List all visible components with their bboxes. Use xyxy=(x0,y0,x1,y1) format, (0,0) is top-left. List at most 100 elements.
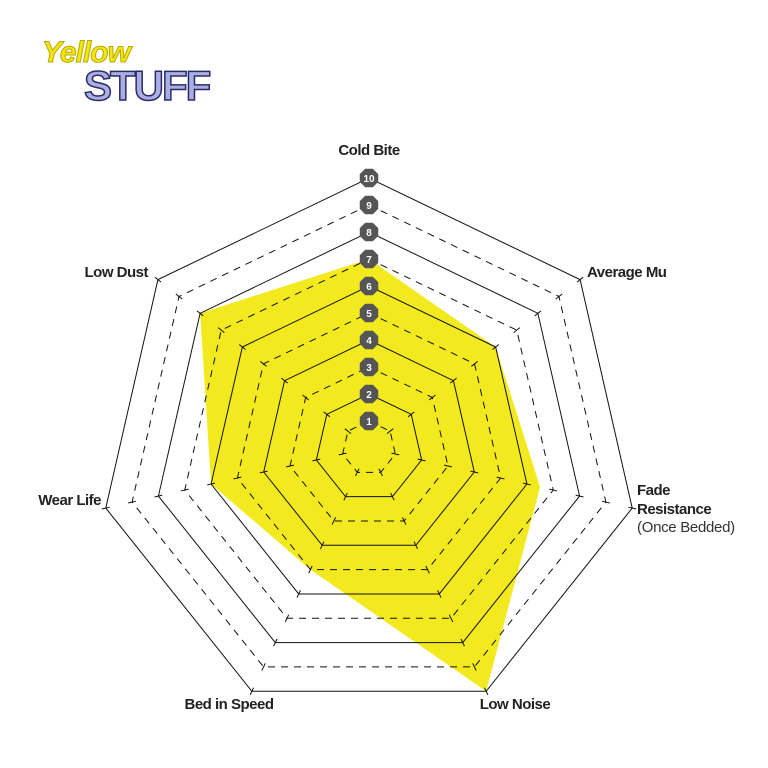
tick-badge xyxy=(359,411,379,431)
spoke-tick xyxy=(281,377,289,384)
r-tick-label: 7 xyxy=(366,255,372,266)
spoke-tick xyxy=(601,500,610,504)
spoke-tick xyxy=(319,541,325,550)
axis-label: Bed in Speed xyxy=(184,696,274,713)
axis-label: Low Noise xyxy=(479,696,551,713)
spoke-tick xyxy=(443,464,452,468)
spoke-tick xyxy=(175,293,183,300)
spoke-tick xyxy=(401,517,407,525)
spoke-tick xyxy=(296,590,301,598)
tick-badge xyxy=(359,168,379,188)
spoke-tick xyxy=(448,614,454,623)
r-tick-label: 10 xyxy=(363,174,375,185)
r-tick-label: 8 xyxy=(366,228,372,239)
spoke-tick xyxy=(513,327,521,334)
spoke-tick xyxy=(261,663,266,671)
grid-ring xyxy=(263,339,475,546)
r-tick-label: 4 xyxy=(366,336,372,347)
axis-label: Fade Resistance xyxy=(637,482,712,518)
spoke-tick xyxy=(472,663,477,671)
axis-label: Average Mu xyxy=(587,264,667,281)
r-tick-label: 6 xyxy=(366,282,372,293)
axis-label-note: (Once Bedded) xyxy=(637,519,735,536)
spoke-tick xyxy=(302,394,310,401)
spoke-tick xyxy=(496,476,505,480)
r-tick-label: 2 xyxy=(366,390,372,401)
grid-ring xyxy=(105,177,633,692)
grid-ring xyxy=(184,258,554,619)
r-tick-label: 5 xyxy=(366,309,372,320)
spoke-tick xyxy=(323,411,331,418)
axis-label: Wear Life xyxy=(38,492,101,509)
spoke-tick xyxy=(273,638,278,647)
spoke-tick xyxy=(260,360,267,367)
tick-badge xyxy=(359,276,379,296)
tick-badge xyxy=(359,357,379,377)
grid-ring xyxy=(289,366,449,522)
spoke-tick xyxy=(312,458,321,462)
spoke-tick xyxy=(238,344,246,350)
spoke-tick xyxy=(308,565,313,574)
spoke-tick xyxy=(154,494,163,498)
spoke-tick xyxy=(207,482,216,486)
r-tick-label: 1 xyxy=(366,417,372,428)
grid-ring xyxy=(236,312,502,571)
spoke-tick xyxy=(343,492,348,501)
spoke-tick xyxy=(249,687,255,696)
spoke-tick xyxy=(437,590,442,598)
spoke-tick xyxy=(101,506,110,510)
tick-badge xyxy=(359,249,379,269)
grid-ring xyxy=(342,420,396,473)
spoke-tick xyxy=(449,377,457,384)
spoke-tick xyxy=(355,468,360,477)
spoke-tick xyxy=(534,310,542,317)
spoke-tick xyxy=(407,411,415,418)
spoke-tick xyxy=(522,482,531,486)
spoke-tick xyxy=(284,614,290,623)
spoke-tick xyxy=(413,541,419,550)
spoke-tick xyxy=(628,506,637,510)
spoke-tick xyxy=(428,394,436,401)
grid-ring xyxy=(157,231,581,644)
spoke-tick xyxy=(417,458,426,462)
spoke-tick xyxy=(378,468,383,477)
spoke-tick xyxy=(344,428,352,435)
spoke-tick xyxy=(471,360,478,367)
tick-badge xyxy=(359,222,379,242)
r-tick-label: 3 xyxy=(366,363,372,374)
tick-badge xyxy=(359,195,379,215)
grid-ring xyxy=(315,393,423,498)
spoke-tick xyxy=(338,452,347,456)
spoke-tick xyxy=(233,476,242,480)
spoke-tick xyxy=(154,276,162,283)
spoke-tick xyxy=(286,464,295,468)
logo-stuff: STUFF xyxy=(83,61,212,110)
axis-label: Low Dust xyxy=(84,264,149,281)
spoke-tick xyxy=(386,428,394,435)
spoke-tick xyxy=(549,488,558,492)
tick-badge xyxy=(359,330,379,350)
spoke-tick xyxy=(196,310,204,317)
spoke-tick xyxy=(470,470,479,474)
logo-yellow: Yellow xyxy=(42,36,132,70)
spoke-tick xyxy=(576,276,584,283)
spoke-tick xyxy=(390,492,395,501)
spoke-tick xyxy=(575,494,584,498)
spoke-tick xyxy=(483,687,489,696)
tick-badge xyxy=(359,384,379,404)
data-area xyxy=(200,259,541,692)
spoke-tick xyxy=(217,327,225,334)
spoke-tick xyxy=(391,452,400,456)
spoke-tick xyxy=(425,565,430,574)
spoke-tick xyxy=(460,638,465,647)
tick-badge xyxy=(359,303,379,323)
r-tick-label: 9 xyxy=(366,201,372,212)
spoke-tick xyxy=(180,488,189,492)
spoke-tick xyxy=(259,470,268,474)
spoke-tick xyxy=(128,500,137,504)
grid-ring xyxy=(210,285,528,595)
spoke-tick xyxy=(555,293,563,300)
spoke-tick xyxy=(331,517,337,525)
